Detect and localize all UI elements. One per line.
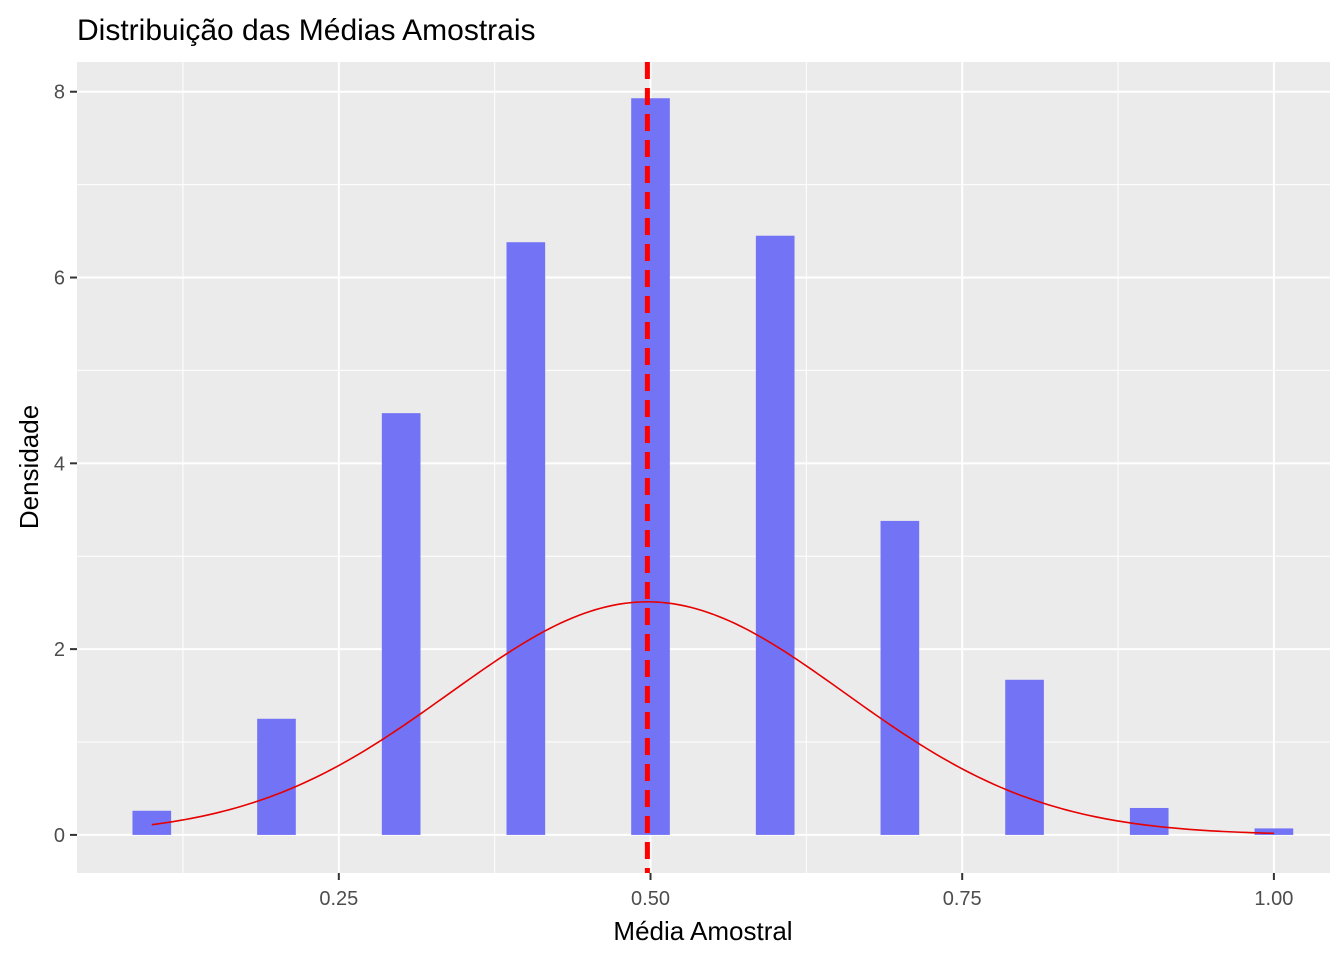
y-axis-ticks: 0 2 4 6 8	[54, 82, 77, 847]
y-tick-label: 2	[54, 639, 65, 661]
histogram-bar	[1129, 807, 1169, 835]
histogram-bar	[1005, 679, 1044, 835]
grid-minor	[77, 62, 1330, 873]
y-tick-label: 6	[54, 268, 65, 290]
x-axis-label: Média Amostral	[613, 916, 792, 946]
y-tick-label: 4	[54, 453, 65, 475]
x-axis-ticks: 0.25 0.50 0.75 1.00	[319, 873, 1293, 910]
x-tick-label: 0.50	[631, 888, 670, 910]
histogram-bar	[880, 520, 920, 835]
histogram-bar	[755, 235, 795, 835]
histogram-bar	[1254, 828, 1294, 835]
histogram-bars	[132, 98, 1294, 835]
histogram-bar	[381, 413, 421, 835]
x-tick-label: 1.00	[1254, 888, 1293, 910]
y-tick-label: 0	[54, 825, 65, 847]
chart-title: Distribuição das Médias Amostrais	[77, 14, 536, 47]
y-tick-label: 8	[54, 82, 65, 104]
histogram-bar	[257, 718, 296, 835]
y-axis-label: Densidade	[14, 405, 44, 529]
normal-curve	[151, 601, 1274, 835]
histogram-bar	[631, 98, 670, 835]
histogram-bar	[506, 242, 546, 835]
x-tick-label: 0.25	[319, 888, 358, 910]
x-tick-label: 0.75	[943, 888, 982, 910]
